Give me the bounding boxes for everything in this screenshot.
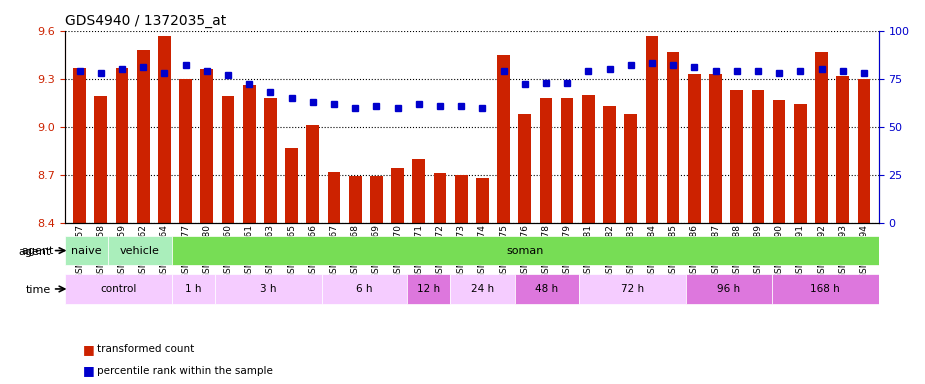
Bar xyxy=(582,95,595,223)
Bar xyxy=(264,98,277,223)
Text: 1 h: 1 h xyxy=(185,284,202,294)
Bar xyxy=(772,99,785,223)
FancyBboxPatch shape xyxy=(771,274,879,304)
FancyBboxPatch shape xyxy=(65,274,172,304)
FancyBboxPatch shape xyxy=(579,274,686,304)
Text: naive: naive xyxy=(71,245,102,256)
Bar xyxy=(158,36,171,223)
Text: 12 h: 12 h xyxy=(417,284,440,294)
Bar xyxy=(327,172,340,223)
Bar xyxy=(116,68,129,223)
Bar xyxy=(518,114,531,223)
FancyBboxPatch shape xyxy=(514,274,579,304)
FancyBboxPatch shape xyxy=(686,274,771,304)
Text: ■: ■ xyxy=(83,364,95,377)
Text: soman: soman xyxy=(507,245,544,256)
FancyBboxPatch shape xyxy=(322,274,408,304)
Bar xyxy=(434,173,446,223)
FancyBboxPatch shape xyxy=(172,236,879,265)
FancyBboxPatch shape xyxy=(450,274,514,304)
Text: agent: agent xyxy=(21,245,54,256)
Bar xyxy=(688,74,700,223)
FancyBboxPatch shape xyxy=(107,236,172,265)
Bar xyxy=(137,50,150,223)
Bar xyxy=(179,79,192,223)
Bar xyxy=(391,168,404,223)
Bar xyxy=(349,176,362,223)
Bar xyxy=(561,98,574,223)
Text: 24 h: 24 h xyxy=(471,284,494,294)
Text: agent: agent xyxy=(18,247,51,257)
Bar xyxy=(222,96,234,223)
Bar xyxy=(539,98,552,223)
FancyBboxPatch shape xyxy=(408,274,450,304)
Bar xyxy=(476,178,488,223)
Bar xyxy=(815,51,828,223)
Bar xyxy=(603,106,616,223)
Text: percentile rank within the sample: percentile rank within the sample xyxy=(97,366,273,376)
Bar xyxy=(751,90,764,223)
Bar xyxy=(836,76,849,223)
Bar xyxy=(306,125,319,223)
Bar xyxy=(73,68,86,223)
Bar xyxy=(857,79,870,223)
Bar xyxy=(624,114,637,223)
Bar xyxy=(667,51,680,223)
FancyBboxPatch shape xyxy=(215,274,322,304)
Text: 96 h: 96 h xyxy=(717,284,740,294)
Bar xyxy=(709,74,722,223)
Bar xyxy=(455,175,467,223)
Text: 48 h: 48 h xyxy=(536,284,559,294)
Text: time: time xyxy=(26,285,51,295)
Bar xyxy=(497,55,510,223)
Text: 6 h: 6 h xyxy=(356,284,373,294)
Text: vehicle: vehicle xyxy=(119,245,160,256)
FancyBboxPatch shape xyxy=(65,236,107,265)
Bar xyxy=(242,85,255,223)
Bar xyxy=(731,90,743,223)
Text: control: control xyxy=(100,284,137,294)
Bar xyxy=(794,104,807,223)
Bar xyxy=(285,147,298,223)
Text: ■: ■ xyxy=(83,343,95,356)
Bar xyxy=(94,96,107,223)
Text: transformed count: transformed count xyxy=(97,344,194,354)
Bar xyxy=(201,69,213,223)
Text: 3 h: 3 h xyxy=(260,284,277,294)
Text: 168 h: 168 h xyxy=(810,284,840,294)
Bar xyxy=(370,176,383,223)
Text: GDS4940 / 1372035_at: GDS4940 / 1372035_at xyxy=(65,14,226,28)
Bar xyxy=(413,159,426,223)
Text: 72 h: 72 h xyxy=(621,284,644,294)
FancyBboxPatch shape xyxy=(172,274,215,304)
Bar xyxy=(646,36,659,223)
